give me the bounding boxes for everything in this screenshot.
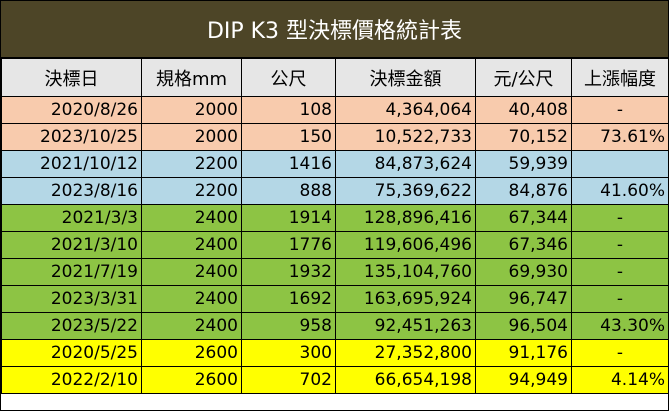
cell-spec: 2200 <box>141 177 242 205</box>
cell-increase: - <box>571 96 669 124</box>
cell-meters: 1914 <box>241 204 336 232</box>
cell-increase: 4.14% <box>571 366 669 394</box>
cell-amount: 135,104,760 <box>335 258 476 286</box>
cell-spec: 2400 <box>141 231 242 259</box>
cell-amount: 66,654,198 <box>335 366 476 394</box>
cell-per-meter: 94,949 <box>475 366 572 394</box>
cell-per-meter: 84,876 <box>475 177 572 205</box>
cell-meters: 108 <box>241 96 336 124</box>
header-per-meter: 元/公尺 <box>475 58 572 97</box>
cell-meters: 1932 <box>241 258 336 286</box>
table-row: 2023/8/16 2200 888 75,369,622 84,876 41.60% <box>1 177 669 205</box>
cell-meters: 1692 <box>241 285 336 313</box>
cell-spec: 2000 <box>141 96 242 124</box>
cell-amount: 119,606,496 <box>335 231 476 259</box>
cell-date: 2021/3/10 <box>1 231 142 259</box>
cell-per-meter: 67,344 <box>475 204 572 232</box>
cell-per-meter: 70,152 <box>475 123 572 151</box>
cell-increase: 41.60% <box>571 177 669 205</box>
price-table: 決標日 規格mm 公尺 決標金額 元/公尺 上漲幅度 2020/8/26 2000… <box>1 58 669 394</box>
cell-amount: 163,695,924 <box>335 285 476 313</box>
header-amount: 決標金額 <box>335 58 476 97</box>
cell-amount: 128,896,416 <box>335 204 476 232</box>
cell-date: 2023/5/22 <box>1 312 142 340</box>
cell-per-meter: 59,939 <box>475 150 572 178</box>
cell-date: 2020/8/26 <box>1 96 142 124</box>
cell-per-meter: 96,747 <box>475 285 572 313</box>
table-title: DIP K3 型決標價格統計表 <box>1 1 668 58</box>
table-row: 2023/3/31 2400 1692 163,695,924 96,747- <box>1 285 669 313</box>
cell-amount: 75,369,622 <box>335 177 476 205</box>
table-row: 2022/2/10 2600 702 66,654,198 94,949 4.14% <box>1 366 669 394</box>
cell-spec: 2400 <box>141 312 242 340</box>
header-date: 決標日 <box>1 58 142 97</box>
header-meters: 公尺 <box>241 58 336 97</box>
cell-date: 2021/7/19 <box>1 258 142 286</box>
table-row: 2023/10/25 2000 150 10,522,733 70,152 73.61% <box>1 123 669 151</box>
cell-date: 2021/10/12 <box>1 150 142 178</box>
cell-per-meter: 40,408 <box>475 96 572 124</box>
cell-per-meter: 91,176 <box>475 339 572 367</box>
cell-spec: 2400 <box>141 285 242 313</box>
cell-increase: - <box>571 339 669 367</box>
table-body: 2020/8/26 2000 108 4,364,064 40,408-2023/10/… <box>1 96 669 394</box>
cell-increase: - <box>571 231 669 259</box>
cell-meters: 888 <box>241 177 336 205</box>
header-row: 決標日 規格mm 公尺 決標金額 元/公尺 上漲幅度 <box>1 58 669 97</box>
cell-amount: 4,364,064 <box>335 96 476 124</box>
cell-spec: 2400 <box>141 258 242 286</box>
cell-increase: 43.30% <box>571 312 669 340</box>
cell-date: 2023/10/25 <box>1 123 142 151</box>
cell-meters: 1416 <box>241 150 336 178</box>
cell-date: 2023/3/31 <box>1 285 142 313</box>
cell-meters: 1776 <box>241 231 336 259</box>
cell-amount: 10,522,733 <box>335 123 476 151</box>
table-row: 2023/5/22 2400 958 92,451,263 96,504 43.30% <box>1 312 669 340</box>
cell-date: 2022/2/10 <box>1 366 142 394</box>
header-spec: 規格mm <box>141 58 242 97</box>
table-row: 2021/3/3 2400 1914 128,896,416 67,344- <box>1 204 669 232</box>
cell-amount: 92,451,263 <box>335 312 476 340</box>
cell-amount: 27,352,800 <box>335 339 476 367</box>
cell-meters: 702 <box>241 366 336 394</box>
cell-increase: - <box>571 258 669 286</box>
cell-increase <box>571 150 669 178</box>
cell-spec: 2200 <box>141 150 242 178</box>
cell-amount: 84,873,624 <box>335 150 476 178</box>
cell-spec: 2600 <box>141 339 242 367</box>
cell-date: 2021/3/3 <box>1 204 142 232</box>
cell-increase: - <box>571 204 669 232</box>
cell-spec: 2000 <box>141 123 242 151</box>
cell-increase: 73.61% <box>571 123 669 151</box>
cell-increase: - <box>571 285 669 313</box>
cell-date: 2020/5/25 <box>1 339 142 367</box>
cell-meters: 150 <box>241 123 336 151</box>
cell-date: 2023/8/16 <box>1 177 142 205</box>
header-increase: 上漲幅度 <box>571 58 669 97</box>
table-row: 2020/5/25 2600 300 27,352,800 91,176- <box>1 339 669 367</box>
table-row: 2021/10/12 2200 1416 84,873,624 59,939 <box>1 150 669 178</box>
cell-spec: 2600 <box>141 366 242 394</box>
table-row: 2021/3/10 2400 1776 119,606,496 67,346- <box>1 231 669 259</box>
table-row: 2020/8/26 2000 108 4,364,064 40,408- <box>1 96 669 124</box>
table-row: 2021/7/19 2400 1932 135,104,760 69,930- <box>1 258 669 286</box>
cell-per-meter: 67,346 <box>475 231 572 259</box>
cell-spec: 2400 <box>141 204 242 232</box>
cell-meters: 300 <box>241 339 336 367</box>
cell-per-meter: 96,504 <box>475 312 572 340</box>
cell-meters: 958 <box>241 312 336 340</box>
cell-per-meter: 69,930 <box>475 258 572 286</box>
